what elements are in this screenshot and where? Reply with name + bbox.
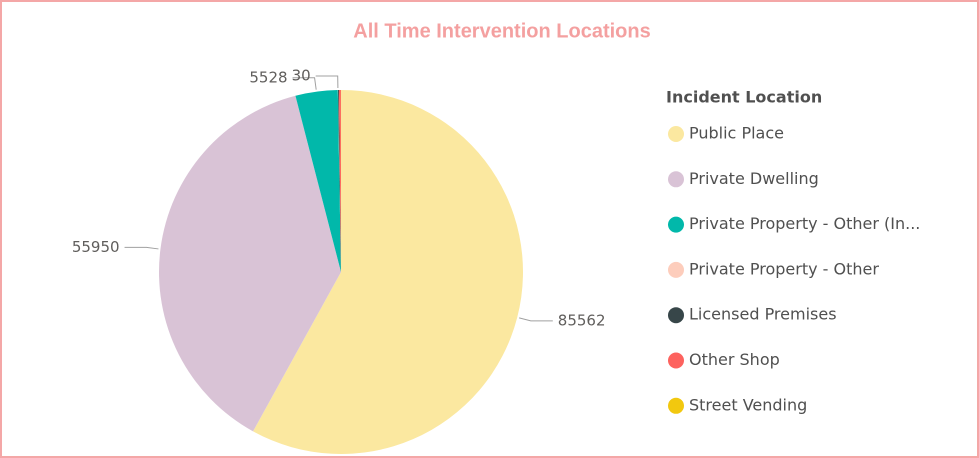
leader-line bbox=[519, 317, 553, 322]
legend-label: Other Shop bbox=[689, 350, 780, 369]
pie-slice bbox=[159, 95, 341, 432]
pie-slice bbox=[337, 90, 341, 272]
legend-marker bbox=[668, 216, 684, 233]
legend-title: Incident Location bbox=[666, 88, 822, 107]
legend-marker bbox=[668, 126, 684, 142]
legend-label: Private Property - Other (In... bbox=[689, 214, 920, 233]
chart-title: All Time Intervention Locations bbox=[353, 20, 650, 42]
pie-slice bbox=[338, 90, 341, 272]
legend-label: Licensed Premises bbox=[689, 305, 837, 324]
legend-marker bbox=[668, 352, 684, 369]
data-label: 30 bbox=[292, 67, 311, 85]
data-label: 55950 bbox=[72, 238, 120, 256]
leader-line bbox=[315, 75, 339, 89]
legend-marker bbox=[668, 307, 684, 324]
legend-label: Private Property - Other bbox=[689, 259, 879, 278]
legend-marker bbox=[668, 261, 684, 278]
legend-label: Private Dwelling bbox=[689, 169, 819, 188]
pie-slice bbox=[295, 90, 341, 273]
legend-label: Street Vending bbox=[689, 395, 807, 414]
data-label: 5528 bbox=[249, 68, 287, 86]
leader-line bbox=[124, 246, 159, 250]
legend-label: Public Place bbox=[689, 124, 784, 143]
legend-marker bbox=[668, 171, 684, 188]
pie-slice bbox=[338, 90, 341, 272]
leader-line bbox=[292, 77, 317, 90]
data-label: 85562 bbox=[558, 311, 606, 329]
legend-marker bbox=[668, 397, 684, 414]
pie-slice bbox=[253, 90, 524, 454]
